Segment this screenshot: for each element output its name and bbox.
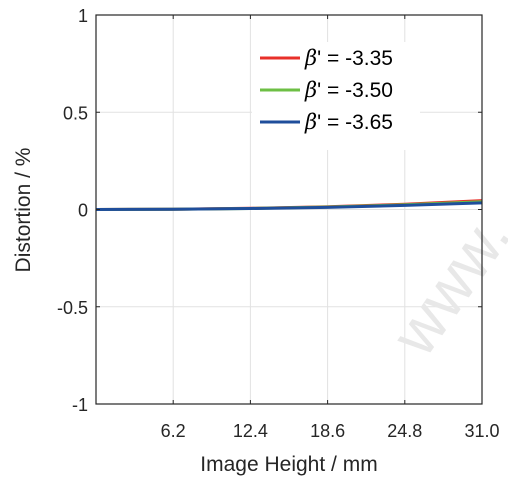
x-tick-label: 18.6 bbox=[310, 421, 345, 441]
x-tick-label: 6.2 bbox=[161, 421, 186, 441]
y-tick-label: 1 bbox=[78, 6, 88, 26]
y-tick-label: -0.5 bbox=[57, 298, 88, 318]
y-axis-label: Distortion / % bbox=[12, 148, 35, 273]
series-lines bbox=[95, 199, 483, 211]
y-tick-label: -1 bbox=[72, 395, 88, 415]
legend-value: ' = -3.35 bbox=[317, 47, 393, 70]
legend-value: ' = -3.65 bbox=[317, 111, 393, 134]
series-line-3 bbox=[95, 201, 483, 211]
x-tick-label: 31.0 bbox=[464, 421, 499, 441]
legend: β' = -3.35β' = -3.50β' = -3.65 bbox=[252, 42, 420, 150]
legend-box bbox=[252, 42, 420, 150]
legend-entry-3: β' = -3.65 bbox=[304, 110, 393, 134]
legend-entry-1: β' = -3.35 bbox=[304, 46, 393, 70]
legend-entry-2: β' = -3.50 bbox=[304, 78, 393, 102]
x-axis-label: Image Height / mm bbox=[200, 453, 377, 476]
x-tick-label: 12.4 bbox=[233, 421, 268, 441]
legend-value: ' = -3.50 bbox=[317, 79, 393, 102]
y-tick-label: 0 bbox=[78, 201, 88, 221]
legend-beta-symbol: β bbox=[304, 78, 317, 102]
y-tick-label: 0.5 bbox=[63, 103, 88, 123]
legend-beta-symbol: β bbox=[304, 46, 317, 70]
ticks bbox=[96, 14, 483, 405]
tick-labels: 6.2 12.4 18.6 24.8 31.0 -1 -0.5 0 0.5 1 bbox=[57, 6, 500, 441]
legend-beta-symbol: β bbox=[304, 110, 317, 134]
x-tick-label: 24.8 bbox=[387, 421, 422, 441]
